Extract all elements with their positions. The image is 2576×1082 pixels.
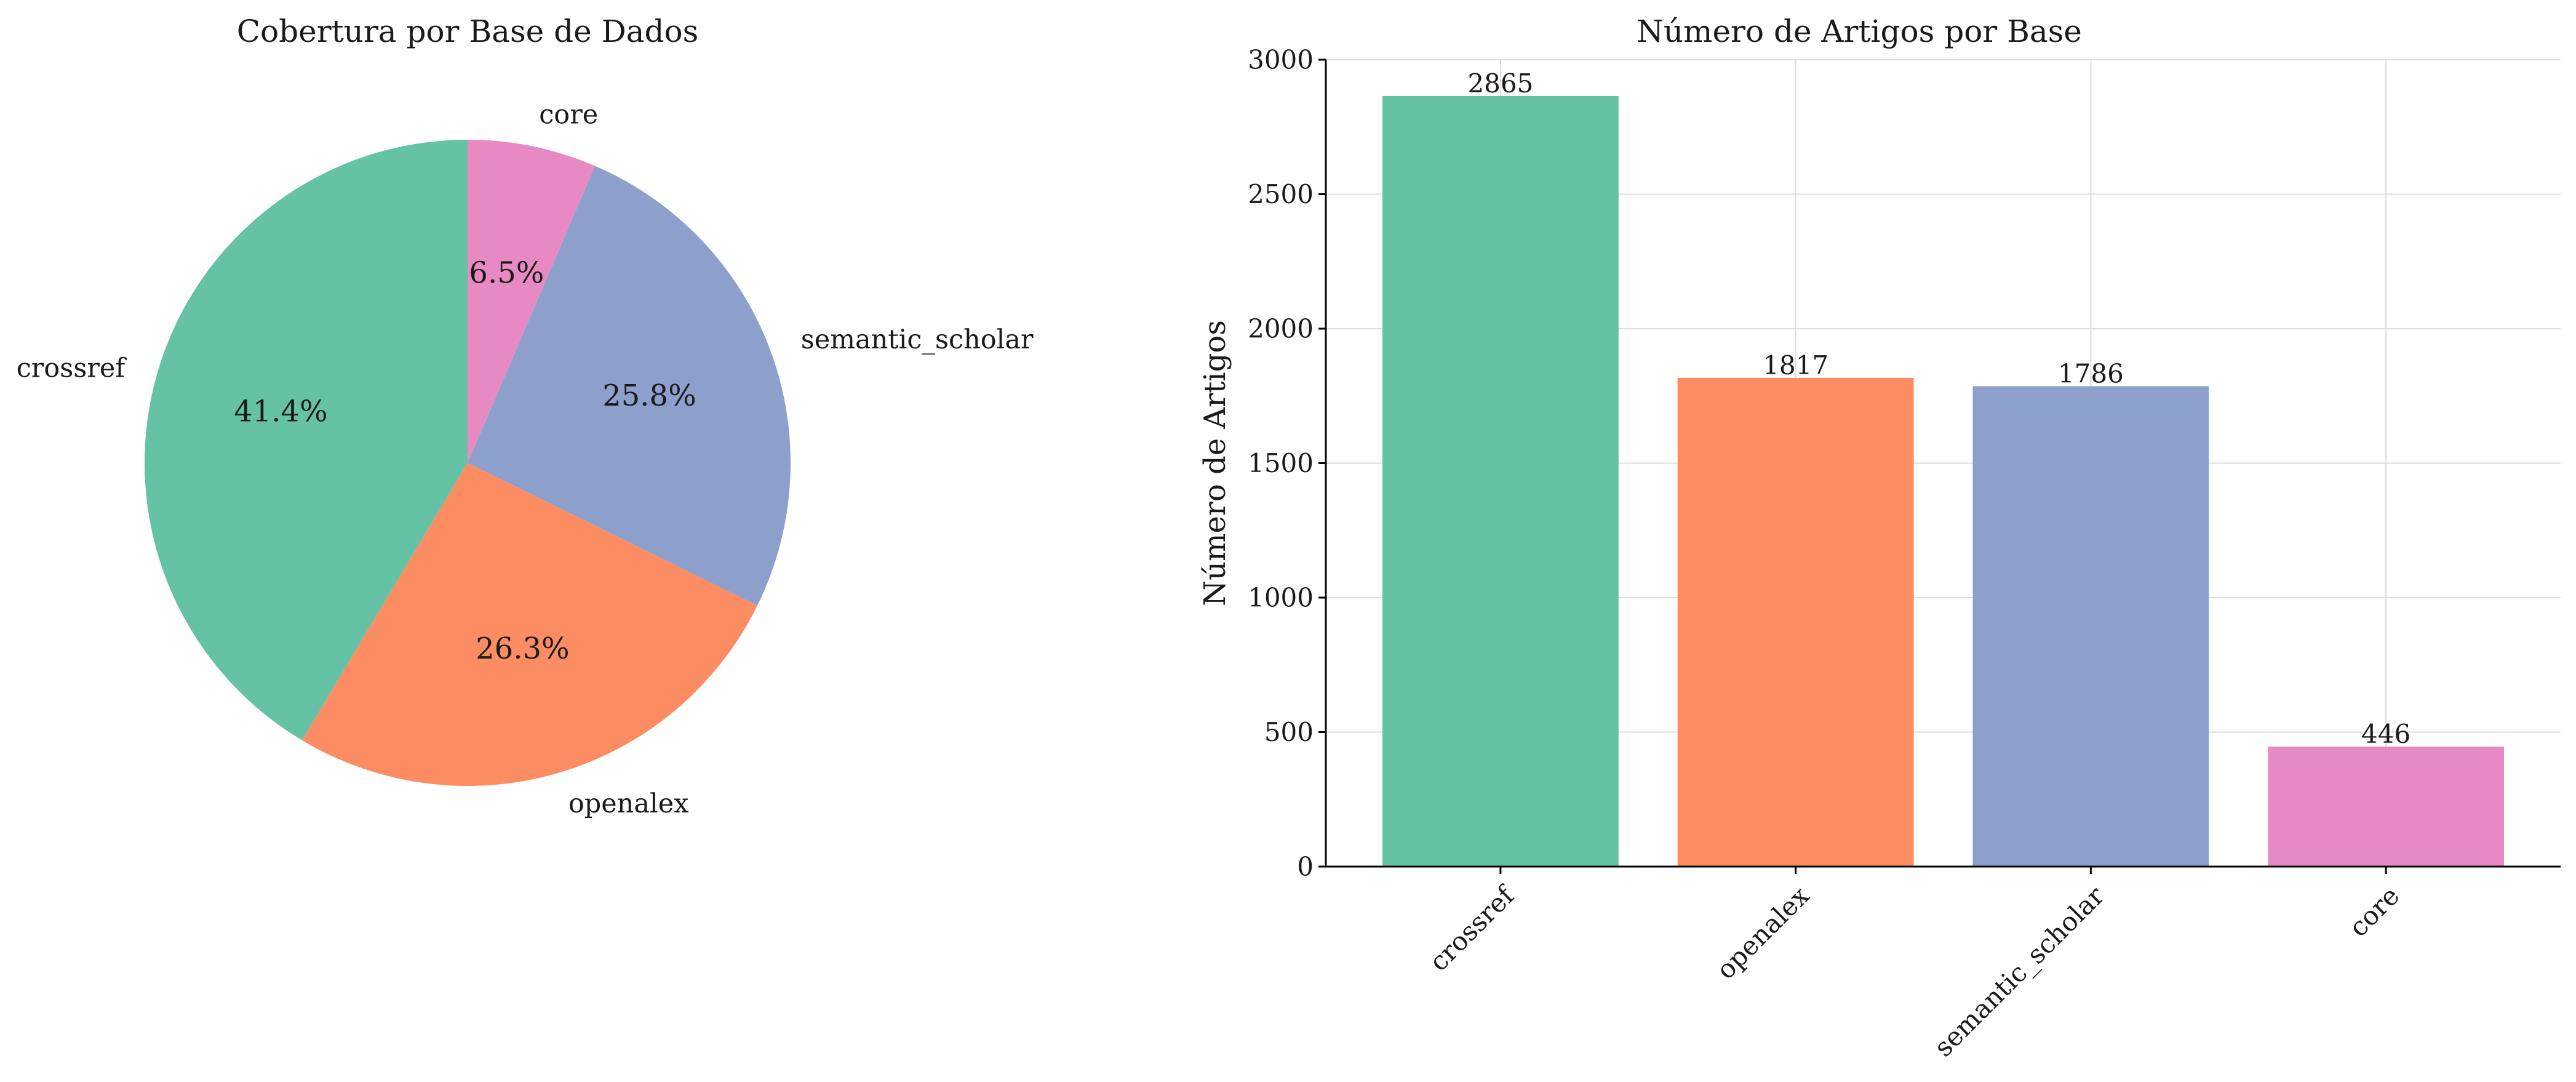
bar-chart: Número de Artigos por Base 2865 1817 1786 4… [1198, 14, 2561, 1062]
pie-percent-semantic-scholar: 25.8% [602, 379, 696, 413]
bar-value-label-openalex: 1817 [1763, 350, 1828, 380]
pie-category-labels: crossref openalex semantic_scholar core [17, 99, 1034, 819]
y-tick-label-2500: 2500 [1248, 179, 1314, 209]
pie-label-semantic-scholar: semantic_scholar [801, 324, 1034, 355]
pie-percent-labels: 41.4% 26.3% 25.8% 6.5% [234, 255, 696, 666]
y-tick-label-500: 500 [1264, 717, 1314, 747]
bar-value-label-core: 446 [2361, 719, 2411, 749]
y-tick-label-2000: 2000 [1248, 314, 1314, 344]
pie-percent-crossref: 41.4% [234, 394, 327, 428]
pie-chart-title: Cobertura por Base de Dados [237, 14, 699, 49]
pie-slice-core [468, 140, 596, 463]
bar-semantic-scholar [1972, 386, 2209, 867]
x-tick-label-crossref: crossref [1424, 879, 1521, 977]
y-tick-label-1000: 1000 [1248, 583, 1314, 613]
pie-slices [144, 140, 791, 786]
pie-label-core: core [539, 99, 598, 130]
y-tick-label-0: 0 [1297, 852, 1314, 882]
pie-slice-crossref [144, 140, 468, 740]
pie-label-crossref: crossref [17, 353, 127, 384]
bar-openalex [1677, 377, 1914, 867]
pie-chart: Cobertura por Base de Dados crossref open… [17, 14, 1034, 819]
y-tick-label-3000: 3000 [1248, 45, 1314, 75]
pie-slice-openalex [301, 463, 757, 786]
bar-data-labels: 2865 1817 1786 446 [1467, 68, 2411, 749]
pie-label-openalex: openalex [568, 788, 689, 819]
bar-core [2268, 747, 2504, 867]
x-tick-label-semantic-scholar: semantic_scholar [1928, 880, 2110, 1062]
bar-x-ticks: crossref openalex semantic_scholar core [1424, 867, 2405, 1062]
pie-percent-core: 6.5% [469, 255, 544, 290]
pie-slice-semantic-scholar [468, 166, 791, 606]
bar-y-axis-label: Número de Artigos [1198, 320, 1232, 606]
pie-percent-openalex: 26.3% [476, 631, 569, 666]
y-tick-label-1500: 1500 [1248, 448, 1314, 478]
bar-chart-title: Número de Artigos por Base [1637, 14, 2082, 49]
x-tick-label-openalex: openalex [1710, 880, 1815, 985]
bar-value-label-semantic-scholar: 1786 [2058, 359, 2124, 389]
x-tick-label-core: core [2343, 881, 2405, 943]
bar-y-ticks: 0 500 1000 1500 2000 2500 3000 [1248, 45, 1326, 882]
bar-value-label-crossref: 2865 [1467, 68, 1533, 98]
bar-crossref [1382, 95, 1619, 867]
bar-chart-bars [1382, 95, 2504, 867]
